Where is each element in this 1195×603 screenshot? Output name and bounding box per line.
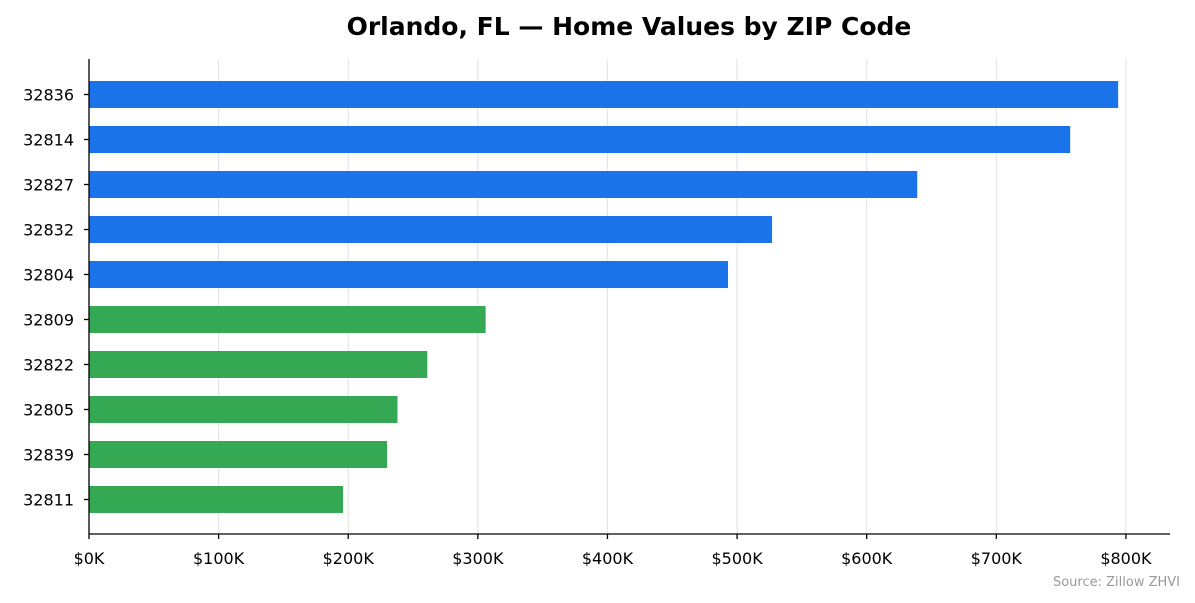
bar-32839 [89, 441, 388, 468]
x-tick-label: $300K [452, 549, 504, 568]
bar-32805 [89, 396, 398, 423]
y-tick-label: 32805 [23, 401, 74, 420]
x-tick-label: $100K [193, 549, 245, 568]
y-tick-label: 32804 [23, 266, 74, 285]
x-tick-label: $400K [582, 549, 634, 568]
bar-32804 [89, 261, 729, 288]
x-tick-label: $800K [1100, 549, 1152, 568]
source-note: Source: Zillow ZHVI [1053, 575, 1180, 590]
bar-32836 [89, 81, 1119, 108]
bar-32827 [89, 171, 918, 198]
bar-32832 [89, 216, 773, 243]
bar-32811 [89, 486, 344, 513]
y-tick-label: 32822 [23, 356, 74, 375]
y-tick-label: 32827 [23, 176, 74, 195]
chart-title: Orlando, FL — Home Values by ZIP Code [347, 12, 912, 41]
y-tick-label: 32839 [23, 446, 74, 465]
bars [89, 81, 1119, 513]
x-tick-label: $700K [971, 549, 1023, 568]
x-tick-label: $500K [711, 549, 763, 568]
y-tick-label: 32832 [23, 221, 74, 240]
y-tick-label: 32814 [23, 131, 74, 150]
y-tick-label: 32809 [23, 311, 74, 330]
bar-32814 [89, 126, 1071, 153]
y-tick-label: 32836 [23, 86, 74, 105]
x-tick-label: $600K [841, 549, 893, 568]
x-tick-label: $0K [74, 549, 105, 568]
y-tick-label: 32811 [23, 491, 74, 510]
x-tick-label: $200K [323, 549, 375, 568]
bar-32822 [89, 351, 428, 378]
bar-32809 [89, 306, 486, 333]
x-tick-labels: $0K $100K $200K $300K $400K $500K $600K $700K $8… [74, 534, 1152, 568]
y-tick-labels: 32836 32814 32827 32832 32804 32809 32822 32805… [23, 86, 89, 510]
